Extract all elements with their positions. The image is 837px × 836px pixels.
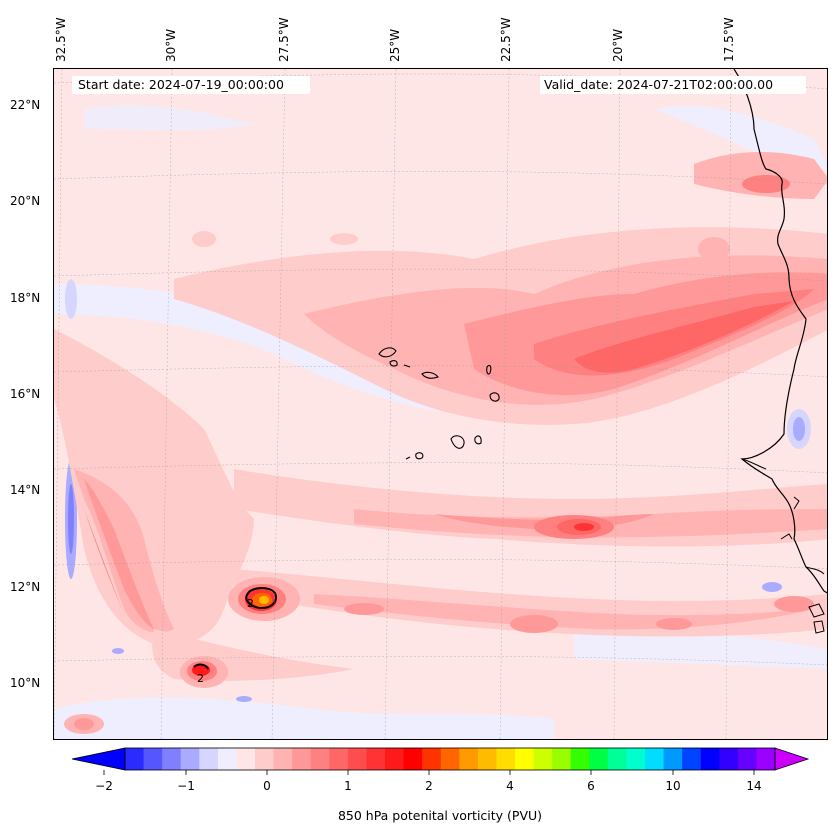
contour-label-1: 2 — [247, 597, 254, 610]
colorbar-tick-0: 0 — [263, 779, 271, 793]
colorbar-segment — [125, 748, 145, 770]
colorbar-segment — [403, 748, 423, 770]
colorbar-segment — [329, 748, 349, 770]
colorbar-segment — [255, 748, 275, 770]
colorbar-segment — [756, 748, 776, 770]
colorbar-segment — [515, 748, 535, 770]
lon-label-22.5w: 22.5°W — [499, 17, 513, 62]
colorbar-segment — [682, 748, 702, 770]
valid-date-label: Valid_date: 2024-07-21T02:00:00.00 — [540, 76, 806, 94]
colorbar-segment — [273, 748, 293, 770]
colorbar-segment — [292, 748, 312, 770]
colorbar-segment — [385, 748, 405, 770]
pv-field-map: 2 2 — [54, 69, 827, 739]
colorbar-tick-neg2: −2 — [95, 779, 113, 793]
colorbar-tick-14: 14 — [746, 779, 762, 793]
colorbar-segment — [552, 748, 572, 770]
map-panel: 2 2 — [53, 68, 828, 740]
lat-label-20n: 20°N — [10, 194, 41, 208]
colorbar-segment — [459, 748, 479, 770]
coastline — [733, 69, 827, 594]
lat-label-10n: 10°N — [10, 676, 41, 690]
colorbar-segment — [533, 748, 553, 770]
colorbar-segment — [700, 748, 720, 770]
colorbar-segment — [366, 748, 386, 770]
lon-label-32.5w: 32.5°W — [54, 17, 68, 62]
lat-label-14n: 14°N — [10, 483, 41, 497]
colorbar-tick-neg1: −1 — [177, 779, 195, 793]
lon-label-25w: 25°W — [388, 28, 402, 62]
pv-contour-2-north — [245, 587, 278, 610]
colorbar-segment — [180, 748, 200, 770]
colorbar-segment — [719, 748, 739, 770]
colorbar-segment — [496, 748, 516, 770]
colorbar-segment — [199, 748, 219, 770]
colorbar-min-arrow — [71, 747, 126, 771]
colorbar-max-arrow — [774, 747, 810, 771]
colorbar-title: 850 hPa potenital vorticity (PVU) — [337, 808, 543, 823]
colorbar-tick-10: 10 — [665, 779, 681, 793]
pv-contour-2-south — [193, 663, 209, 670]
colorbar-segment — [626, 748, 646, 770]
colorbar-segment — [143, 748, 163, 770]
lon-label-30w: 30°W — [164, 28, 178, 62]
lon-label-17.5w: 17.5°W — [722, 17, 736, 62]
lat-label-18n: 18°N — [10, 291, 41, 305]
colorbar-segment — [310, 748, 330, 770]
lon-label-20w: 20°W — [611, 28, 625, 62]
colorbar-segment — [440, 748, 460, 770]
colorbar-segment — [422, 748, 442, 770]
colorbar-segment — [217, 748, 237, 770]
colorbar-segment — [162, 748, 182, 770]
lat-label-22n: 22°N — [10, 98, 41, 112]
start-date-label: Start date: 2024-07-19_00:00:00 — [72, 76, 310, 94]
colorbar-tick-6: 6 — [587, 779, 595, 793]
colorbar-tick-4: 4 — [506, 779, 514, 793]
colorbar-segment — [570, 748, 590, 770]
colorbar-segment — [589, 748, 609, 770]
colorbar-tick-1: 1 — [344, 779, 352, 793]
colorbar-segment — [737, 748, 757, 770]
colorbar-segment — [645, 748, 665, 770]
colorbar-segment — [347, 748, 367, 770]
lon-label-27.5w: 27.5°W — [277, 17, 291, 62]
contour-label-2: 2 — [197, 672, 204, 685]
colorbar-segment — [607, 748, 627, 770]
cape-verde-islands — [378, 347, 500, 460]
colorbar-segment — [477, 748, 497, 770]
lat-label-16n: 16°N — [10, 387, 41, 401]
colorbar-segment — [663, 748, 683, 770]
colorbar-segment — [236, 748, 256, 770]
lat-label-12n: 12°N — [10, 580, 41, 594]
colorbar-tick-2: 2 — [425, 779, 433, 793]
